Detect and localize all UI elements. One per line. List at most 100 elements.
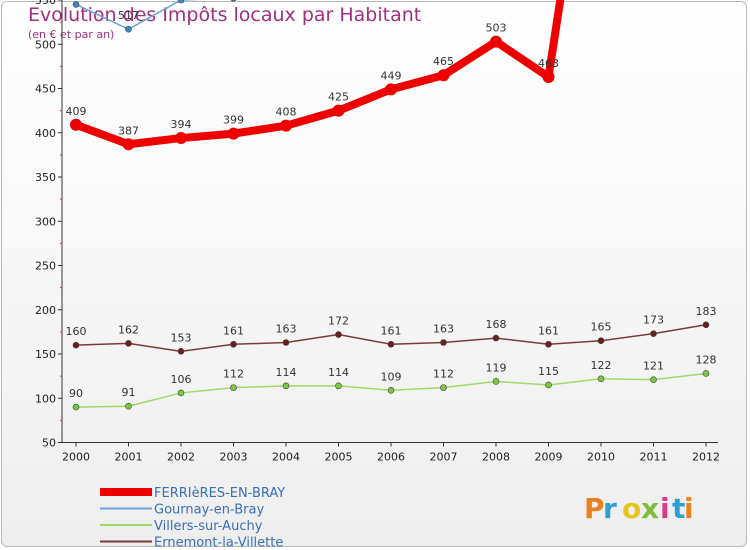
data-point bbox=[385, 83, 397, 96]
data-label: 465 bbox=[433, 55, 454, 68]
legend-label: Ernemont-la-Villette bbox=[154, 536, 283, 550]
data-point bbox=[335, 382, 342, 390]
data-point bbox=[230, 0, 237, 2]
y-tick-label: 250 bbox=[35, 260, 56, 273]
y-tick-label: 300 bbox=[35, 215, 56, 228]
data-point bbox=[280, 119, 292, 132]
data-label: 106 bbox=[171, 373, 192, 386]
data-point bbox=[597, 375, 605, 383]
data-label: 409 bbox=[66, 105, 87, 118]
logo-letter: o bbox=[622, 492, 641, 525]
data-point bbox=[335, 331, 342, 338]
data-label: 115 bbox=[538, 365, 559, 378]
data-point bbox=[490, 35, 502, 48]
data-point bbox=[175, 132, 187, 145]
data-label: 165 bbox=[591, 321, 612, 334]
y-tick-label: 450 bbox=[35, 83, 56, 96]
data-point bbox=[122, 138, 135, 151]
data-label: 387 bbox=[118, 124, 139, 137]
data-point bbox=[492, 378, 500, 385]
logo-letter: r bbox=[603, 492, 617, 525]
data-label: 449 bbox=[381, 69, 402, 82]
data-label: 109 bbox=[381, 370, 402, 383]
y-tick-label: 50 bbox=[42, 437, 56, 450]
data-label: 161 bbox=[381, 324, 402, 337]
data-label: 517 bbox=[118, 9, 139, 22]
x-tick-label: 2003 bbox=[220, 451, 248, 464]
data-point bbox=[650, 330, 657, 337]
x-tick-label: 2002 bbox=[167, 451, 195, 464]
data-point bbox=[125, 402, 132, 410]
x-tick-label: 2000 bbox=[62, 451, 90, 464]
data-label: 399 bbox=[223, 114, 244, 127]
data-label: 161 bbox=[223, 324, 244, 337]
data-point bbox=[177, 0, 185, 4]
series-line bbox=[75, 0, 204, 30]
logo-letter: i bbox=[684, 492, 694, 525]
x-tick-label: 2008 bbox=[482, 451, 510, 464]
logo-letter: i bbox=[660, 492, 670, 525]
data-label: 121 bbox=[643, 360, 664, 373]
data-label: 112 bbox=[223, 368, 244, 381]
data-label: 122 bbox=[591, 359, 612, 372]
data-point bbox=[542, 70, 555, 83]
data-label: 128 bbox=[696, 353, 717, 366]
data-label: 162 bbox=[118, 323, 139, 336]
data-label: 153 bbox=[171, 331, 192, 344]
data-label: 503 bbox=[486, 22, 507, 35]
data-point bbox=[282, 382, 290, 390]
data-label: 90 bbox=[69, 387, 83, 400]
data-point bbox=[70, 118, 82, 131]
data-label: 172 bbox=[328, 315, 349, 328]
y-tick-label: 400 bbox=[35, 127, 56, 140]
data-point bbox=[437, 69, 450, 82]
data-label: 160 bbox=[66, 325, 87, 338]
data-point bbox=[125, 340, 132, 347]
data-point bbox=[282, 339, 290, 346]
legend-label: FERRIèRES-EN-BRAY bbox=[154, 486, 285, 501]
logo-letter: x bbox=[641, 492, 659, 525]
data-point bbox=[332, 104, 345, 117]
data-label: 394 bbox=[171, 118, 192, 131]
data-label: 183 bbox=[696, 305, 717, 318]
data-point bbox=[230, 384, 237, 391]
data-point bbox=[230, 340, 237, 348]
data-point bbox=[227, 127, 240, 140]
data-label: 425 bbox=[328, 91, 349, 104]
logo-letter: t bbox=[672, 492, 685, 525]
data-label: 161 bbox=[538, 324, 559, 337]
x-tick-label: 2006 bbox=[377, 451, 405, 464]
x-tick-label: 2005 bbox=[325, 451, 353, 464]
data-point bbox=[125, 25, 132, 33]
data-point bbox=[387, 386, 395, 394]
data-point bbox=[72, 403, 80, 411]
y-tick-label: 150 bbox=[35, 348, 56, 361]
data-label: 163 bbox=[276, 322, 297, 335]
y-tick-label: 100 bbox=[35, 392, 56, 405]
data-point bbox=[545, 381, 552, 389]
data-label: 114 bbox=[328, 366, 349, 379]
x-tick-label: 2010 bbox=[587, 451, 615, 464]
data-label: 173 bbox=[643, 314, 664, 327]
y-tick-label: 200 bbox=[35, 304, 56, 317]
data-label: 168 bbox=[486, 318, 507, 331]
data-point bbox=[650, 376, 657, 383]
y-tick-label: 350 bbox=[35, 171, 56, 184]
x-tick-label: 2001 bbox=[115, 451, 143, 464]
chart-title: Evolution des Impôts locaux par Habitant bbox=[28, 4, 422, 26]
logo-letter: P bbox=[584, 492, 605, 525]
data-label: 112 bbox=[433, 368, 454, 381]
data-point bbox=[72, 341, 80, 349]
x-tick-label: 2011 bbox=[640, 451, 668, 464]
data-point bbox=[72, 1, 80, 8]
x-tick-label: 2007 bbox=[430, 451, 458, 464]
data-point bbox=[597, 337, 605, 345]
data-label: 91 bbox=[122, 386, 136, 399]
data-point bbox=[440, 384, 447, 391]
data-point bbox=[177, 389, 185, 397]
y-tick-label: 500 bbox=[35, 38, 56, 51]
data-label: 114 bbox=[276, 366, 297, 379]
data-point bbox=[492, 334, 500, 342]
